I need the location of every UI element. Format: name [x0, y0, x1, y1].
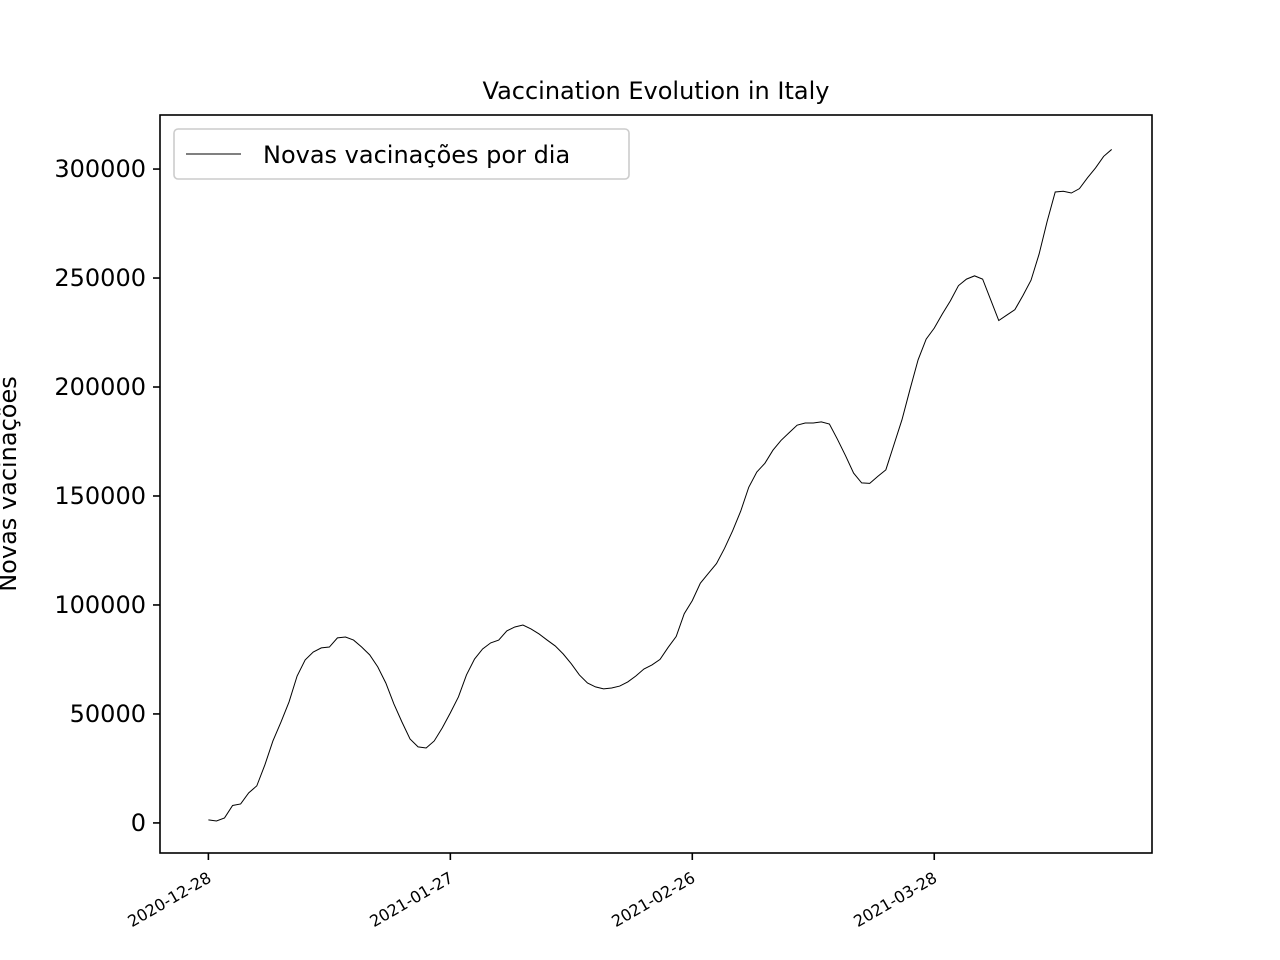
y-tick-label: 50000 — [70, 700, 146, 728]
chart-title: Vaccination Evolution in Italy — [483, 77, 830, 105]
y-tick-label: 0 — [131, 809, 146, 837]
data-line — [208, 149, 1112, 822]
y-tick-label: 250000 — [54, 264, 146, 292]
plot-area — [159, 114, 1153, 854]
x-tick-label: 2021-03-28 — [850, 868, 940, 931]
y-tick-label: 150000 — [54, 482, 146, 510]
legend: Novas vacinações por dia — [173, 128, 630, 180]
x-tick-label: 2021-02-26 — [608, 868, 698, 931]
x-tick-label: 2020-12-28 — [124, 868, 214, 931]
y-tick-label: 200000 — [54, 373, 146, 401]
x-tick-label: 2021-01-27 — [366, 868, 456, 931]
legend-label: Novas vacinações por dia — [263, 141, 570, 169]
legend-box — [173, 128, 630, 180]
y-axis-label: Novas vacinações — [0, 376, 22, 592]
y-tick-label: 100000 — [54, 591, 146, 619]
y-tick-label: 300000 — [54, 155, 146, 183]
